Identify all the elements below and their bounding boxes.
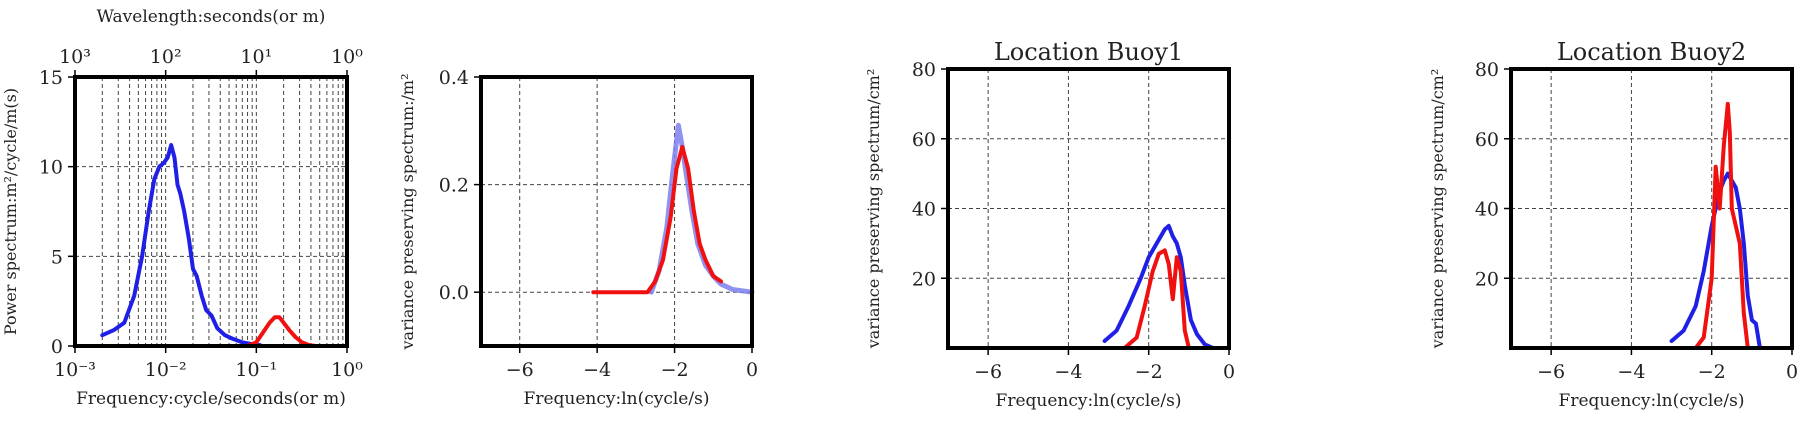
y-tick-label: 10 — [39, 157, 63, 179]
chart-title: Location Buoy1 — [994, 38, 1183, 66]
x-tick-label: −6 — [506, 359, 534, 381]
y-tick-label: 0.0 — [439, 282, 469, 304]
y-tick-label: 60 — [1475, 129, 1499, 151]
series-line-red-2 — [591, 144, 723, 295]
chart-4: −6 −4 −2 0 20 40 60 80 Frequency:ln(cycle/s) vari… — [1428, 38, 1798, 411]
x-axis-label: Frequency:ln(cycle/s) — [996, 391, 1182, 411]
chart-title: Location Buoy2 — [1557, 38, 1746, 66]
y-tick-label: 80 — [912, 59, 936, 81]
y-tick-label: 60 — [912, 129, 936, 151]
x-axis-label: Frequency:cycle/seconds(or m) — [76, 389, 346, 409]
y-tick-label: 20 — [1475, 268, 1499, 290]
y-tick-label: 15 — [39, 67, 63, 89]
series-line-light_blue-1 — [648, 122, 755, 295]
plot-frame — [479, 75, 754, 348]
x-tick-label: 0 — [1786, 361, 1798, 383]
x-tick-label: −4 — [1617, 361, 1645, 383]
series-line-red-2 — [1629, 101, 1750, 350]
series-line-blue-1 — [1102, 223, 1215, 350]
series-line-red-2 — [245, 315, 318, 348]
top-x-tick-label: 10⁰ — [331, 46, 363, 68]
x-tick-label: 10⁰ — [331, 359, 363, 381]
x-tick-label: −2 — [661, 359, 689, 381]
y-tick-label: 40 — [1475, 199, 1499, 221]
top-x-tick-label: 10¹ — [240, 46, 272, 68]
x-tick-label: 0 — [746, 359, 758, 381]
x-tick-label: −2 — [1698, 361, 1726, 383]
y-tick-label: 5 — [51, 246, 63, 268]
x-tick-label: −6 — [974, 361, 1002, 383]
x-axis-label: Frequency:ln(cycle/s) — [1559, 391, 1745, 411]
plot-frame — [73, 75, 349, 348]
y-tick-label: 0.2 — [439, 175, 469, 197]
x-tick-label: −4 — [1054, 361, 1082, 383]
series-line-red-2 — [1066, 248, 1191, 350]
x-axis-label: Frequency:ln(cycle/s) — [524, 389, 710, 409]
y-axis-label: Power spectrum:m²/cycle/m(s) — [1, 88, 20, 335]
y-tick-label: 0.4 — [439, 67, 469, 89]
x-tick-label: −4 — [583, 359, 611, 381]
x-tick-label: 10⁻¹ — [235, 359, 277, 381]
x-tick-label: −2 — [1135, 361, 1163, 383]
chart-3: −6 −4 −2 0 20 40 60 80 Frequency:ln(cycle/s) vari… — [864, 38, 1235, 411]
grid — [75, 77, 347, 346]
grid — [481, 77, 752, 346]
y-axis-label: variance preserving spectrum/cm² — [864, 69, 883, 350]
y-axis-label: variance preserving spectrum/cm² — [1428, 69, 1447, 350]
top-x-axis-label: Wavelength:seconds(or m) — [97, 7, 326, 27]
y-tick-label: 80 — [1475, 59, 1499, 81]
top-x-tick-label: 10³ — [59, 46, 91, 68]
y-tick-label: 40 — [912, 199, 936, 221]
y-axis-label: variance preserving spectrum:/m² — [398, 74, 417, 351]
x-tick-label: −6 — [1537, 361, 1565, 383]
x-tick-label: 10⁻² — [145, 359, 187, 381]
chart-2: −6 −4 −2 0 0.0 0.2 0.4 Frequency:ln(cycle/s) var… — [398, 67, 758, 409]
x-tick-label: 0 — [1223, 361, 1235, 383]
x-tick-label: 10⁻³ — [54, 359, 96, 381]
top-x-tick-label: 10² — [150, 46, 182, 68]
y-tick-label: 20 — [912, 268, 936, 290]
series-line-blue-1 — [100, 143, 263, 348]
y-tick-label: 0 — [51, 336, 63, 358]
